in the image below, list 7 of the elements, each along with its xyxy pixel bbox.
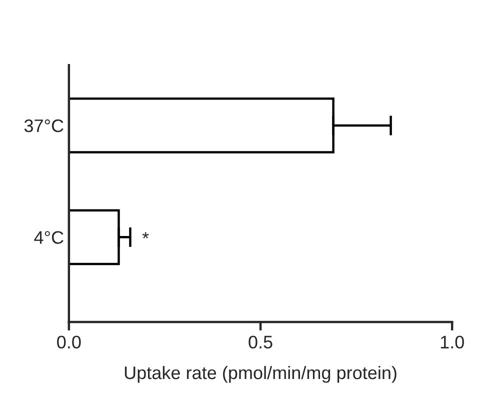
x-tick-label: 0.5 bbox=[248, 336, 272, 348]
annotation: * bbox=[142, 232, 149, 238]
y-tick-label: 4°C bbox=[34, 231, 64, 244]
x-tick-label: 1.0 bbox=[440, 336, 464, 348]
y-tick-label: 37°C bbox=[24, 119, 64, 132]
x-tick-label: 0.0 bbox=[57, 336, 81, 348]
x-axis-title: Uptake rate (pmol/min/mg protein) bbox=[124, 366, 396, 383]
